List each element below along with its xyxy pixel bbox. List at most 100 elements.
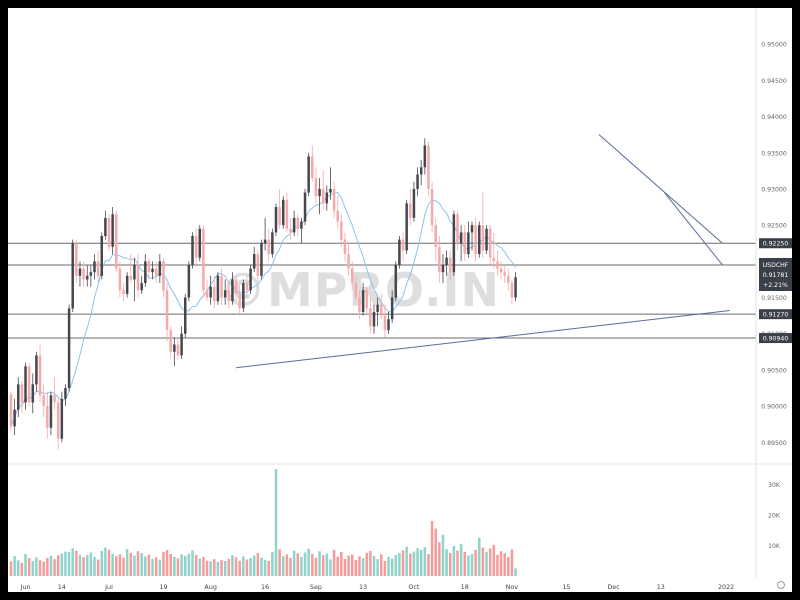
candle xyxy=(118,261,122,298)
candle-body xyxy=(133,264,136,280)
candle xyxy=(38,344,42,403)
candle-body xyxy=(111,214,114,247)
candle-body xyxy=(263,239,267,244)
candle-body xyxy=(434,225,437,247)
candle xyxy=(162,257,165,298)
candle-body xyxy=(350,268,354,284)
price-badge-bg xyxy=(759,258,792,291)
volume-bar xyxy=(387,556,390,576)
volume-bar xyxy=(434,528,437,576)
volume-bar xyxy=(173,556,176,576)
candle xyxy=(369,297,372,334)
volume-tick-label: 30K xyxy=(768,482,781,489)
volume-bar xyxy=(78,554,82,576)
candle xyxy=(303,188,307,226)
volume-bar xyxy=(492,544,496,576)
candle-body xyxy=(256,254,260,276)
time-axis[interactable]: Jun 14 Jul 19 Aug 16 Sep 13 Oct 18 Nov 15 Dec 13 2022 xyxy=(20,583,735,591)
candle xyxy=(180,326,183,360)
candle-body xyxy=(194,236,198,258)
candle xyxy=(467,221,470,258)
candle-body xyxy=(314,178,318,197)
time-tick-label: Dec xyxy=(607,583,620,591)
candle-body xyxy=(169,330,172,352)
candle-body xyxy=(369,308,372,327)
candle-body xyxy=(49,395,53,428)
candle xyxy=(267,228,270,262)
volume-bar xyxy=(82,557,85,576)
candle-body xyxy=(467,232,470,255)
candle-body xyxy=(115,214,118,269)
candle xyxy=(448,250,452,280)
volume-bar xyxy=(514,568,517,576)
candle-body xyxy=(82,268,85,280)
volume-bar xyxy=(9,561,13,576)
volume-bar xyxy=(423,547,427,576)
candle-body xyxy=(234,279,238,294)
volume-bar xyxy=(191,550,194,576)
volume-bar xyxy=(129,552,133,576)
volume-bar xyxy=(394,554,398,576)
volume-bar xyxy=(282,556,285,576)
candle xyxy=(292,210,296,236)
volume-bar xyxy=(336,556,339,576)
volume-bar xyxy=(354,560,358,576)
volume-bar xyxy=(499,551,503,576)
candle xyxy=(354,275,358,302)
volume-bar xyxy=(213,559,216,576)
candle-body xyxy=(118,268,122,291)
candle-body xyxy=(438,246,441,273)
candle-body xyxy=(510,283,514,298)
volume-bar xyxy=(452,546,456,576)
candle xyxy=(434,217,437,262)
volume-bar xyxy=(231,555,234,576)
time-tick-label: 15 xyxy=(562,583,570,591)
volume-bar xyxy=(216,561,220,576)
volume-bar xyxy=(380,554,383,576)
candle-body xyxy=(300,221,303,229)
candle-body xyxy=(289,228,292,233)
candle xyxy=(245,275,249,298)
candle xyxy=(452,210,456,276)
volume-bar xyxy=(67,552,71,576)
price-badge-change: +2.21% xyxy=(763,282,788,289)
horizontal-levels[interactable] xyxy=(8,242,756,339)
candle-body xyxy=(419,167,423,175)
candle xyxy=(165,283,169,341)
candle xyxy=(42,384,45,417)
time-tick-label: 2022 xyxy=(718,583,734,591)
time-axis-settings-icon[interactable] xyxy=(777,581,785,589)
candle-body xyxy=(107,217,111,247)
price-badge-symbol: USDCHF xyxy=(763,262,789,269)
candle-body xyxy=(347,254,350,269)
candle-body xyxy=(303,192,307,222)
price-tick-label: 0.95000 xyxy=(761,42,787,49)
trend-line[interactable] xyxy=(236,310,730,369)
candle-body xyxy=(409,203,412,218)
volume-axis[interactable]: 30K 20K 10K xyxy=(768,482,781,550)
volume-bar xyxy=(256,553,260,576)
volume-bar xyxy=(427,554,430,576)
volume-bar xyxy=(401,550,405,576)
trend-line[interactable] xyxy=(664,192,723,266)
candle-body xyxy=(383,315,387,331)
volume-bar xyxy=(220,560,223,576)
candle-body xyxy=(245,283,249,291)
volume-bar xyxy=(405,546,408,576)
candle xyxy=(456,210,459,251)
candle-body xyxy=(56,402,60,439)
candle-body xyxy=(503,272,506,276)
volume-bar xyxy=(311,554,314,576)
candle-body xyxy=(165,290,169,331)
volume-bar xyxy=(104,547,107,576)
candle-body xyxy=(445,257,448,265)
candle-body xyxy=(9,394,13,427)
candle xyxy=(350,261,354,291)
candle-body xyxy=(459,232,463,244)
trend-line[interactable] xyxy=(598,134,723,244)
candle xyxy=(100,232,103,280)
volume-bar xyxy=(376,559,379,576)
candle xyxy=(191,232,194,269)
trend-lines[interactable] xyxy=(236,134,730,369)
candle-body xyxy=(71,243,74,309)
